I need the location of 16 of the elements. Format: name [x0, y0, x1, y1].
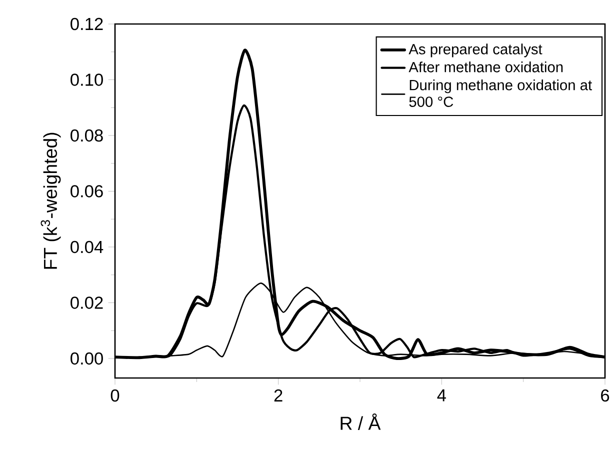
x-tick-label: 2: [274, 389, 282, 402]
y-tick-label: 0.10: [70, 74, 103, 86]
legend-label: As prepared catalyst: [408, 44, 542, 58]
legend-label: After methane oxidation: [408, 62, 563, 72]
y-tick-label: 0.06: [70, 185, 103, 198]
y-tick-label: 0.12: [70, 18, 103, 30]
x-tick-label: 6: [601, 389, 610, 402]
y-tick-label: 0.00: [70, 352, 103, 365]
legend-label: During methane oxidation at 500 °C: [409, 80, 592, 107]
x-axis-title: R / Å: [340, 413, 381, 430]
y-tick-label: 0.02: [70, 296, 103, 309]
y-tick-label: 0.08: [70, 129, 103, 142]
x-tick-label: 4: [437, 389, 446, 402]
x-tick-label: 0: [110, 389, 120, 402]
y-tick-label: 0.04: [70, 240, 104, 254]
y-axis-title: FT (k$^{3}$-weighted): [40, 132, 61, 269]
